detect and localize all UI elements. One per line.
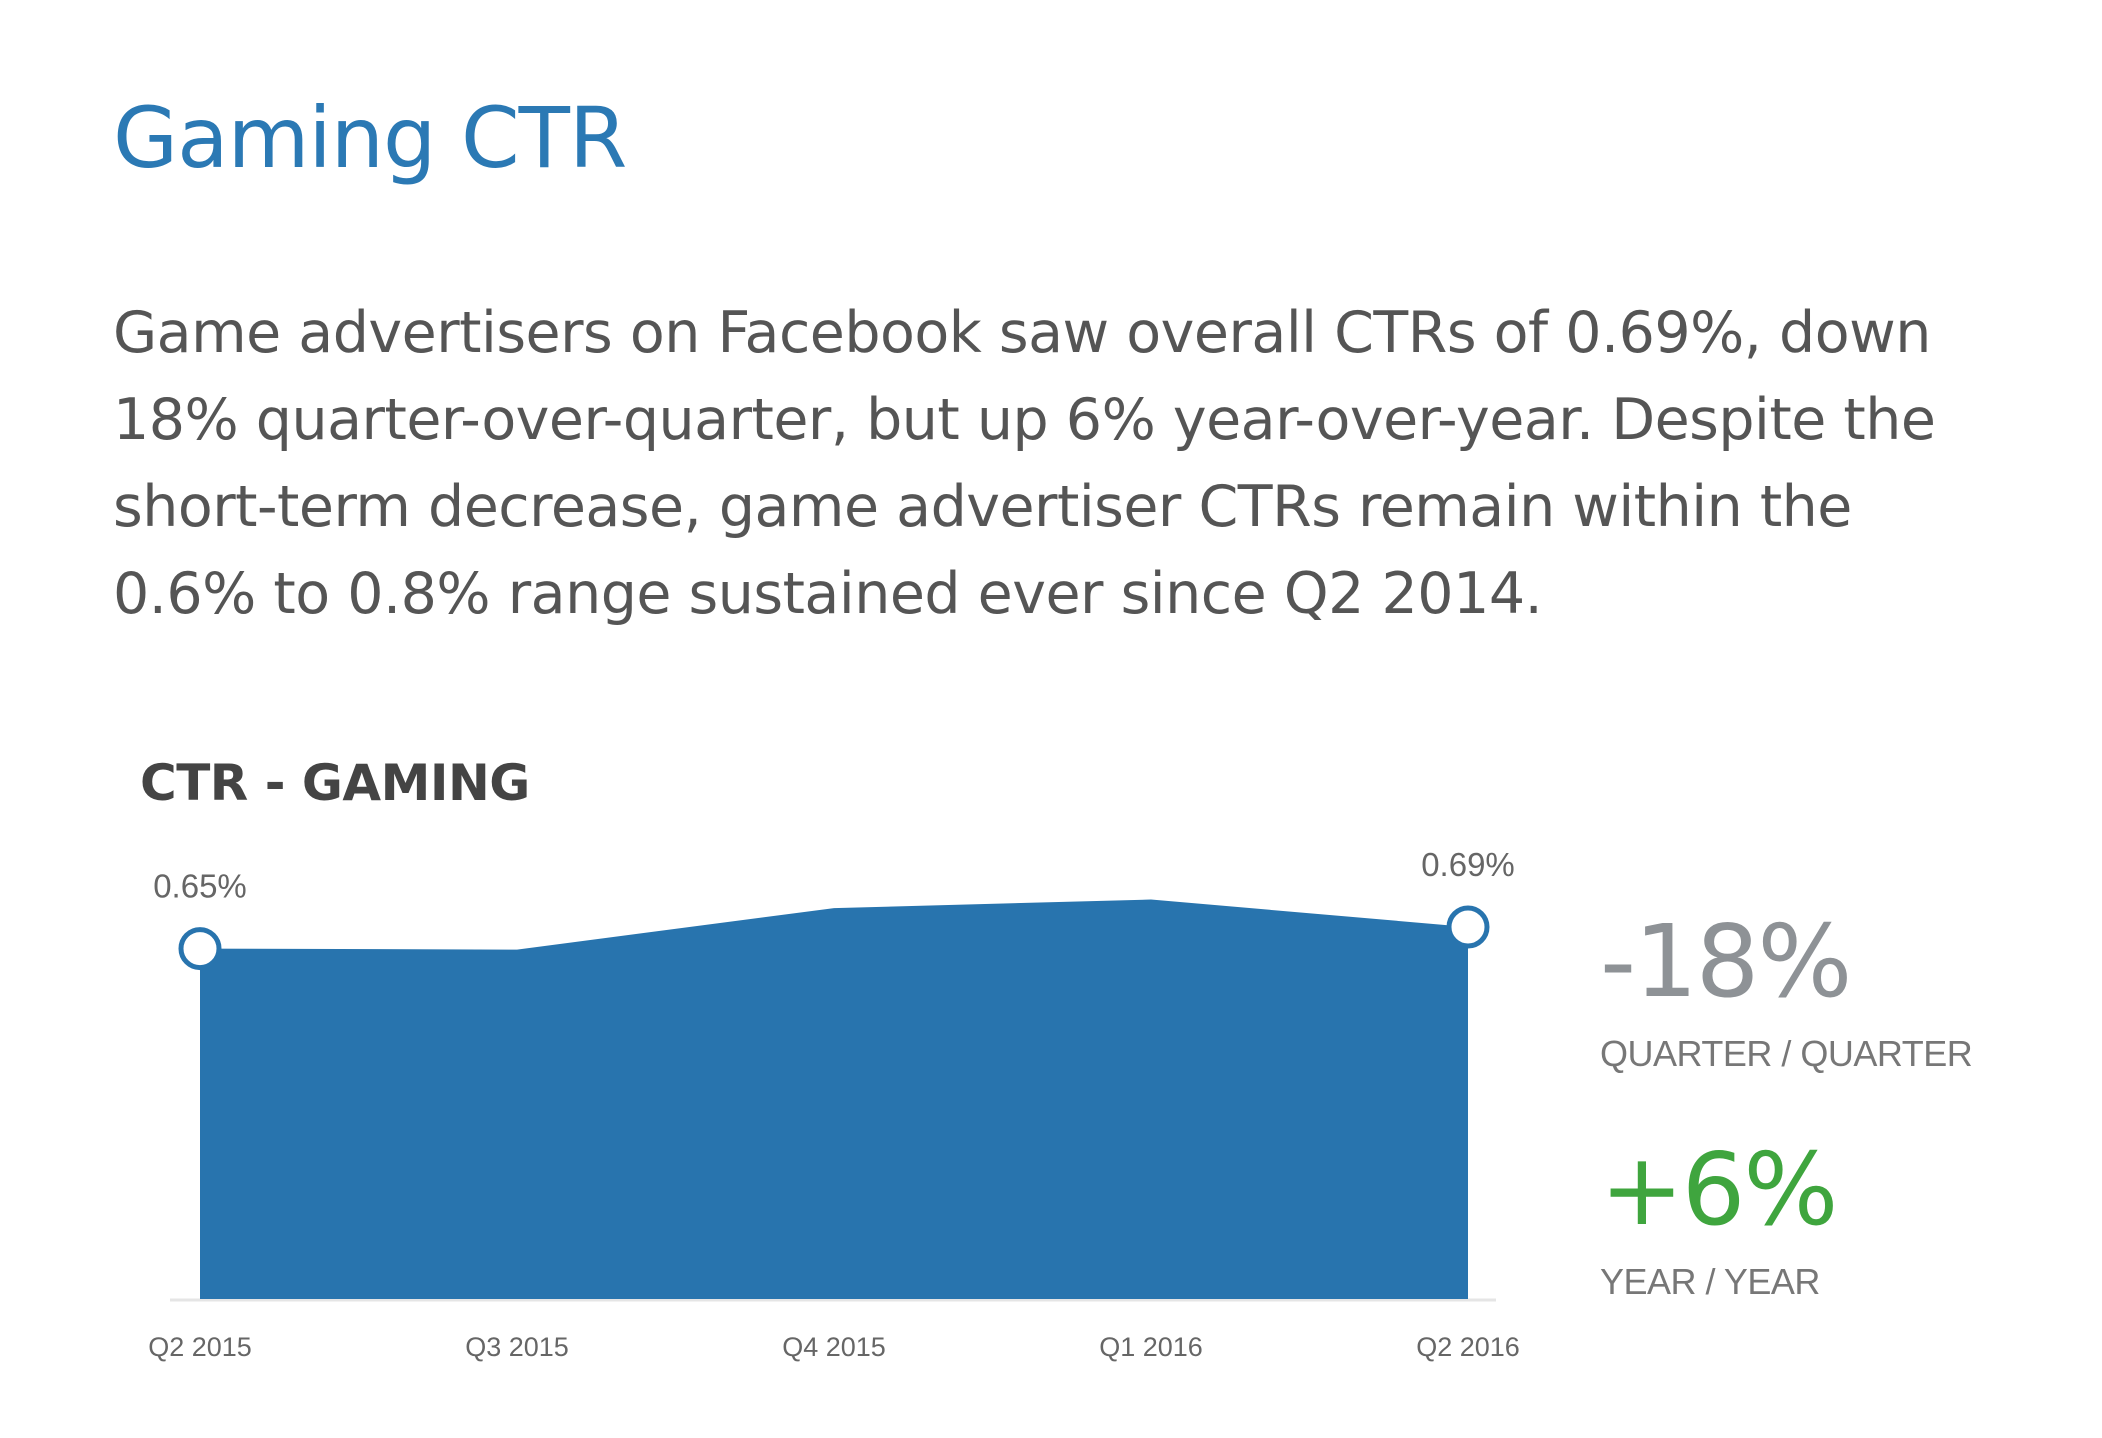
x-tick-label: Q2 2015 (148, 1332, 252, 1362)
year-change-label: YEAR / YEAR (1600, 1261, 1820, 1302)
page-title: Gaming CTR (113, 89, 627, 187)
data-point-marker (1446, 905, 1490, 949)
quarter-change-value: -18% (1600, 903, 1852, 1020)
chart-title: CTR - GAMING (140, 754, 530, 812)
quarter-change-label: QUARTER / QUARTER (1600, 1033, 1973, 1074)
description-line: 18% quarter-over-quarter, but up 6% year… (113, 387, 1936, 453)
x-tick-label: Q1 2016 (1099, 1332, 1203, 1362)
x-tick-label: Q2 2016 (1416, 1332, 1520, 1362)
description-text: Game advertisers on Facebook saw overall… (113, 290, 2013, 638)
x-tick-label: Q4 2015 (782, 1332, 886, 1362)
description-line: 0.6% to 0.8% range sustained ever since … (113, 561, 1543, 627)
description-line: Game advertisers on Facebook saw overall… (113, 300, 1931, 366)
description-line: short-term decrease, game advertiser CTR… (113, 474, 1852, 540)
data-point-label: 0.69% (1421, 846, 1515, 883)
year-over-year-stat: +6% YEAR / YEAR (1600, 1131, 1838, 1302)
data-point-label: 0.65% (153, 868, 247, 905)
area-series (200, 899, 1468, 1299)
quarter-over-quarter-stat: -18% QUARTER / QUARTER (1600, 903, 1973, 1074)
x-tick-label: Q3 2015 (465, 1332, 569, 1362)
data-point-marker (178, 927, 222, 971)
year-change-value: +6% (1600, 1131, 1838, 1248)
